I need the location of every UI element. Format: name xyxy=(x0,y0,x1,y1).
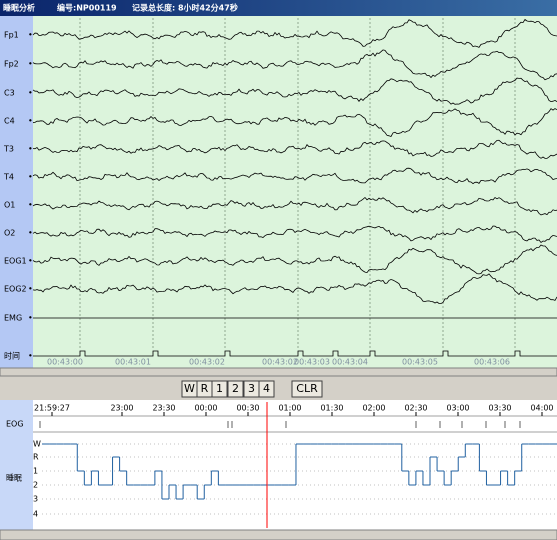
timeline-scrollbar[interactable] xyxy=(0,529,557,540)
timeline-label: 00:00 xyxy=(194,404,217,413)
channel-label: EOG2 xyxy=(4,285,27,294)
eeg-trace xyxy=(32,77,557,105)
channel-column xyxy=(0,16,33,368)
button-face[interactable] xyxy=(258,380,275,398)
eeg-trace xyxy=(32,49,557,81)
eeg-time-label: 00:43:05 xyxy=(402,358,438,367)
channel-label: C4 xyxy=(4,117,15,126)
stage-label: 3 xyxy=(33,495,38,504)
toolbar-button[interactable]: 1 xyxy=(211,380,228,398)
button-label[interactable]: 4 xyxy=(263,382,270,395)
channel-dot: • xyxy=(28,285,33,294)
channel-dot: • xyxy=(28,173,33,182)
button-label[interactable]: R xyxy=(201,382,209,395)
button-label[interactable]: W xyxy=(184,382,195,395)
toolbar-button[interactable]: 4 xyxy=(258,380,275,398)
timeline-label: 03:00 xyxy=(446,404,469,413)
eeg-trace xyxy=(32,167,557,185)
channel-dot: • xyxy=(28,89,33,98)
button-face[interactable] xyxy=(227,380,244,398)
channel-label: Fp1 xyxy=(4,31,19,40)
channel-label: T3 xyxy=(3,145,14,154)
channel-label: Fp2 xyxy=(4,60,19,69)
stage-label: 2 xyxy=(33,481,38,490)
channel-dot: • xyxy=(28,117,33,126)
timeline-label: 01:00 xyxy=(278,404,301,413)
timeline-label: 03:30 xyxy=(488,404,511,413)
channel-label: C3 xyxy=(4,89,15,98)
title-app: 睡眠分析 xyxy=(3,3,35,13)
eeg-trace xyxy=(32,108,557,137)
eeg-trace xyxy=(32,225,557,244)
channel-dot: • xyxy=(28,60,33,69)
button-label[interactable]: CLR xyxy=(296,382,318,395)
button-label[interactable]: 1 xyxy=(216,382,223,395)
eeg-scrollbar[interactable] xyxy=(0,367,557,377)
eeg-trace xyxy=(32,273,557,304)
timeline-label: 00:30 xyxy=(236,404,259,413)
stage-label: 1 xyxy=(33,467,38,476)
channel-label: 时间 xyxy=(4,351,20,361)
title-length: 记录总长度: 8小时42分47秒 xyxy=(132,3,238,13)
eeg-time-label: 00:43:06 xyxy=(474,358,510,367)
eeg-trace xyxy=(32,244,557,275)
eeg-trace xyxy=(32,18,557,48)
channel-dot: • xyxy=(28,352,33,361)
eeg-trace xyxy=(33,350,557,357)
timeline-label: 23:00 xyxy=(110,404,133,413)
timeline-label: 01:30 xyxy=(320,404,343,413)
title-id: 编号:NP00119 xyxy=(57,3,117,13)
toolbar-button[interactable]: CLR xyxy=(291,380,323,398)
channel-dot: • xyxy=(28,31,33,40)
toolbar-button[interactable]: R xyxy=(196,380,213,398)
channel-dot: • xyxy=(28,257,33,266)
channel-label: EMG xyxy=(4,314,22,323)
toolbar-button[interactable]: 2 xyxy=(227,380,244,398)
button-label[interactable]: 2 xyxy=(232,382,239,395)
eeg-time-label: 00:43:03 xyxy=(294,358,330,367)
eeg-trace xyxy=(32,139,557,159)
timeline-label: 21:59:27 xyxy=(34,404,70,413)
eeg-trace xyxy=(32,196,557,216)
channel-dot: • xyxy=(28,314,33,323)
eeg-time-label: 00:43:00 xyxy=(47,358,83,367)
timeline-label: 02:30 xyxy=(404,404,427,413)
timeline-label: 23:30 xyxy=(152,404,175,413)
timeline-label: 04:00 xyxy=(530,404,553,413)
channel-dot: • xyxy=(28,201,33,210)
toolbar-button[interactable]: 3 xyxy=(243,380,260,398)
channel-label: O2 xyxy=(4,229,15,238)
eeg-time-label: 00:43:02 xyxy=(189,358,225,367)
channel-label: T4 xyxy=(3,173,14,182)
button-face[interactable] xyxy=(211,380,228,398)
title-bar xyxy=(0,0,557,16)
stage-label: R xyxy=(33,453,39,462)
eeg-time-label: 00:43:01 xyxy=(115,358,151,367)
channel-label: EOG1 xyxy=(4,257,27,266)
eog-row-label: EOG xyxy=(6,420,24,429)
sleep-row-label: 睡眠 xyxy=(6,474,22,483)
timeline-label: 02:00 xyxy=(362,404,385,413)
stage-label: W xyxy=(33,440,41,449)
button-face[interactable] xyxy=(291,380,323,398)
button-label[interactable]: 3 xyxy=(248,382,255,395)
eeg-time-label: 00:43:04 xyxy=(332,358,368,367)
channel-dot: • xyxy=(28,145,33,154)
channel-label: O1 xyxy=(4,201,15,210)
toolbar-button[interactable]: W xyxy=(181,380,198,398)
timeline-label-column xyxy=(0,400,33,530)
eeg-time-label: 00:43:02 xyxy=(262,358,298,367)
stage-label: 4 xyxy=(33,510,38,519)
timeline-panel xyxy=(0,400,557,530)
channel-dot: • xyxy=(28,229,33,238)
eeg-plot xyxy=(33,16,557,368)
